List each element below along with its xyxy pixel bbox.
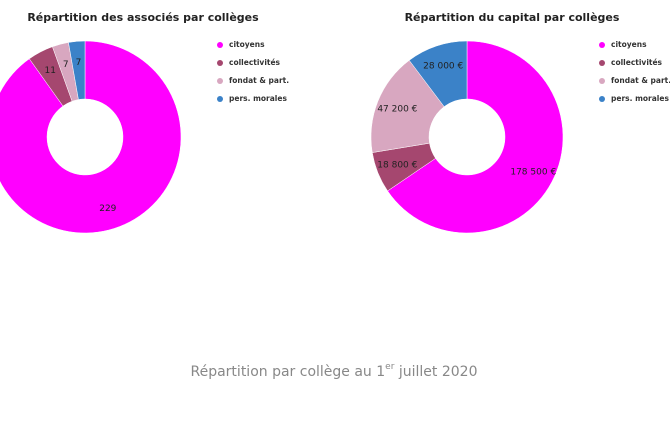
legend-label: fondat & part. xyxy=(229,76,289,85)
legend-marker xyxy=(217,96,223,102)
legend-label: pers. morales xyxy=(611,94,669,103)
slice-label: 229 xyxy=(99,204,116,214)
slice-label: 18 800 € xyxy=(377,160,417,170)
legend-label: pers. morales xyxy=(229,94,287,103)
legend-marker xyxy=(217,42,223,48)
slice-label: 47 200 € xyxy=(377,105,417,115)
legend-marker xyxy=(599,78,605,84)
legend-label: citoyens xyxy=(229,40,265,49)
slice-label: 7 xyxy=(76,58,82,68)
slice xyxy=(408,40,468,107)
legend-label: citoyens xyxy=(611,40,647,49)
legend-label: fondat & part. xyxy=(611,76,670,85)
caption-text: Répartition par collège au 1 xyxy=(191,364,386,380)
legend-marker xyxy=(599,42,605,48)
legend-label: collectivités xyxy=(229,58,281,67)
slice xyxy=(0,40,182,234)
caption: Répartition par collège au 1er juillet 2… xyxy=(191,362,478,381)
slice xyxy=(68,40,86,100)
legend-marker xyxy=(599,60,605,66)
legend-marker xyxy=(599,96,605,102)
slice-label: 178 500 € xyxy=(510,168,556,178)
legend-marker xyxy=(217,78,223,84)
slice-label: 28 000 € xyxy=(423,61,463,71)
slice-label: 7 xyxy=(63,60,69,70)
slice-label: 11 xyxy=(44,66,55,76)
slice xyxy=(387,40,564,234)
caption-text: juillet 2020 xyxy=(394,364,477,380)
legend-label: collectivités xyxy=(611,58,663,67)
caption-sup: er xyxy=(385,362,395,372)
chart-title: Répartition des associés par collèges xyxy=(27,11,259,24)
legend-marker xyxy=(217,60,223,66)
chart-title: Répartition du capital par collèges xyxy=(405,11,620,24)
